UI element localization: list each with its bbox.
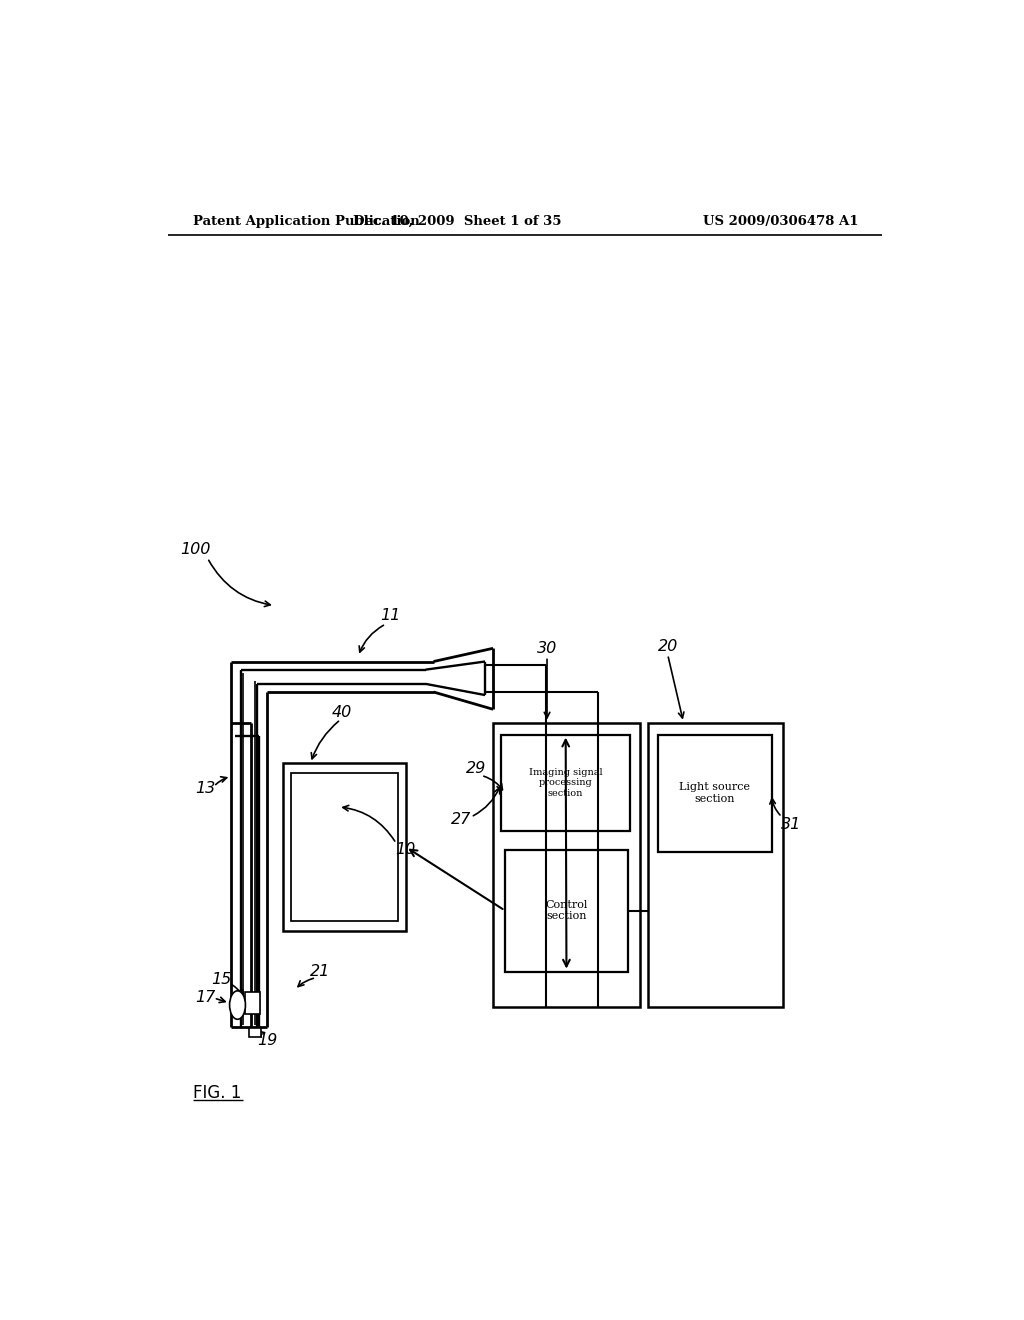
Ellipse shape — [229, 991, 246, 1019]
Text: 11: 11 — [380, 609, 400, 623]
Text: US 2009/0306478 A1: US 2009/0306478 A1 — [702, 215, 858, 228]
Bar — [249, 1028, 261, 1036]
Text: Light source
section: Light source section — [679, 783, 751, 804]
Text: Control
section: Control section — [545, 900, 588, 921]
Bar — [648, 722, 782, 1007]
Text: Dec. 10, 2009  Sheet 1 of 35: Dec. 10, 2009 Sheet 1 of 35 — [353, 215, 561, 228]
Text: 17: 17 — [196, 990, 216, 1006]
Bar — [283, 763, 406, 931]
Text: 20: 20 — [657, 639, 678, 653]
Text: 13: 13 — [196, 781, 216, 796]
Bar — [494, 722, 640, 1007]
Bar — [505, 850, 628, 972]
Text: FIG. 1: FIG. 1 — [194, 1085, 242, 1102]
Text: 31: 31 — [781, 817, 802, 832]
Bar — [246, 991, 260, 1014]
Bar — [501, 735, 631, 832]
Text: 19: 19 — [257, 1034, 278, 1048]
Text: 30: 30 — [537, 640, 557, 656]
Bar — [658, 735, 772, 851]
Text: Patent Application Publication: Patent Application Publication — [194, 215, 420, 228]
Text: 10: 10 — [395, 842, 416, 857]
Text: Imaging signal
processing
section: Imaging signal processing section — [528, 768, 602, 797]
Text: 29: 29 — [466, 760, 485, 776]
Text: 40: 40 — [332, 705, 352, 719]
Text: 21: 21 — [310, 964, 330, 979]
Text: 15: 15 — [212, 972, 231, 987]
Text: 27: 27 — [452, 812, 471, 826]
Bar — [291, 774, 397, 921]
Text: 100: 100 — [180, 543, 211, 557]
